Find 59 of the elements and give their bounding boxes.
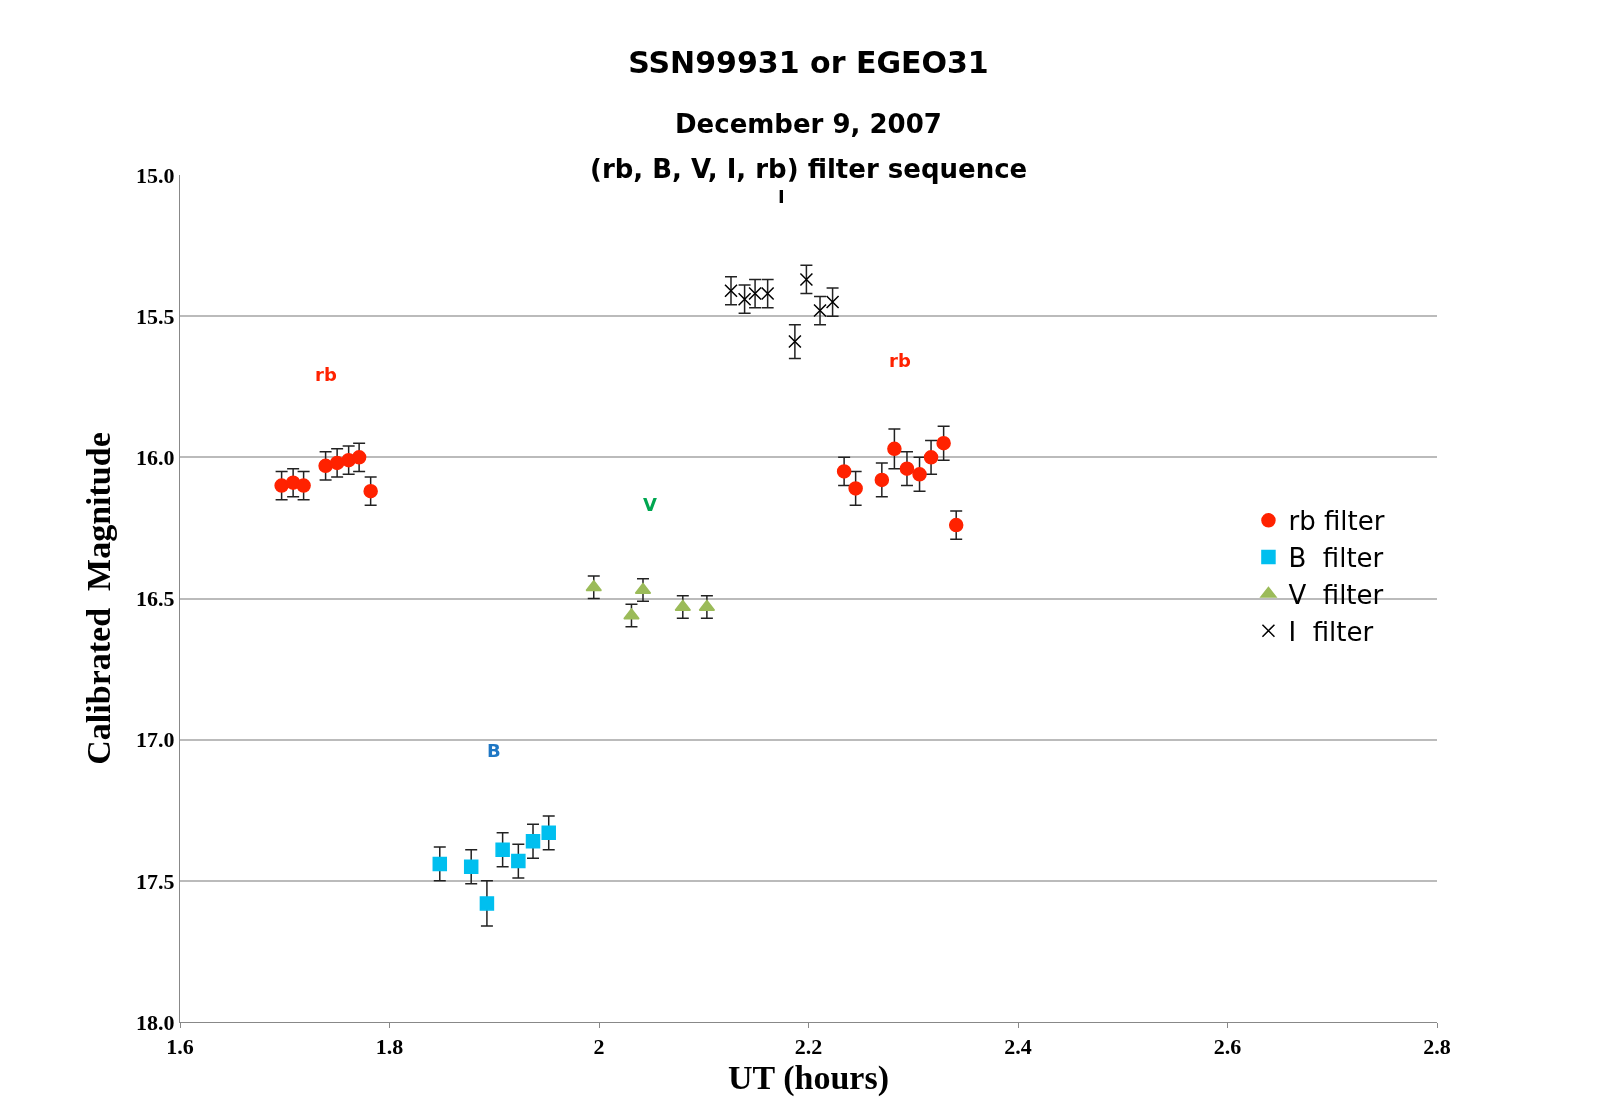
chart-title: SSN99931 or EGEO31 xyxy=(628,44,989,80)
y-axis-title: Calibrated Magnitude xyxy=(79,432,117,765)
point xyxy=(623,608,640,620)
x-tick-label: 2 xyxy=(593,1034,605,1060)
y-tick-label: 17.5 xyxy=(136,868,175,894)
point xyxy=(923,450,939,465)
annotation: (rb, B, V, I, rb) filter sequence xyxy=(590,154,1028,184)
annotation: rb xyxy=(889,350,911,371)
point xyxy=(899,461,915,476)
point xyxy=(836,464,852,479)
annotation: rb xyxy=(315,364,337,385)
point xyxy=(724,284,738,298)
point xyxy=(848,481,863,496)
point xyxy=(274,478,289,493)
point xyxy=(432,856,448,872)
point xyxy=(585,579,603,592)
x-tick-label: 2.2 xyxy=(794,1034,823,1060)
y-tick-label: 15.0 xyxy=(136,162,175,188)
legend-label: V filter xyxy=(1288,580,1384,610)
point xyxy=(737,292,752,306)
x-tick-label: 2.8 xyxy=(1423,1034,1451,1060)
point xyxy=(495,842,510,858)
x-tick-label: 1.6 xyxy=(166,1034,194,1060)
point xyxy=(799,272,814,287)
point xyxy=(825,295,840,309)
y-tick-label: 15.5 xyxy=(136,303,175,329)
point xyxy=(788,334,802,349)
point xyxy=(887,441,902,457)
point xyxy=(874,472,890,488)
point xyxy=(525,834,541,849)
annotation: V xyxy=(643,494,657,515)
legend-label: B filter xyxy=(1288,543,1384,574)
point xyxy=(541,825,556,841)
point xyxy=(351,450,367,465)
x-tick-label: 2.6 xyxy=(1213,1034,1242,1060)
point xyxy=(479,896,495,911)
point xyxy=(318,458,333,474)
point xyxy=(634,582,652,595)
chart-subtitle: December 9, 2007 xyxy=(675,109,942,139)
point xyxy=(463,859,479,874)
legend-label: I filter xyxy=(1288,616,1374,647)
point xyxy=(912,467,927,482)
point xyxy=(363,483,378,499)
y-tick-label: 18.0 xyxy=(136,1009,175,1035)
point xyxy=(936,435,951,451)
point xyxy=(296,478,311,493)
annotation: B xyxy=(487,740,501,761)
y-tick-label: 17.0 xyxy=(136,727,175,753)
x-axis-title: UT (hours) xyxy=(728,1059,889,1098)
point xyxy=(329,455,345,471)
y-tick-label: 16.0 xyxy=(136,445,175,471)
legend-label: rb filter xyxy=(1288,506,1385,537)
y-tick-label: 16.5 xyxy=(136,586,175,612)
annotation: I xyxy=(778,186,785,207)
point xyxy=(813,303,827,318)
x-tick-label: 1.8 xyxy=(375,1034,404,1060)
point xyxy=(948,517,964,533)
point xyxy=(511,853,526,869)
x-tick-label: 2.4 xyxy=(1004,1034,1032,1060)
